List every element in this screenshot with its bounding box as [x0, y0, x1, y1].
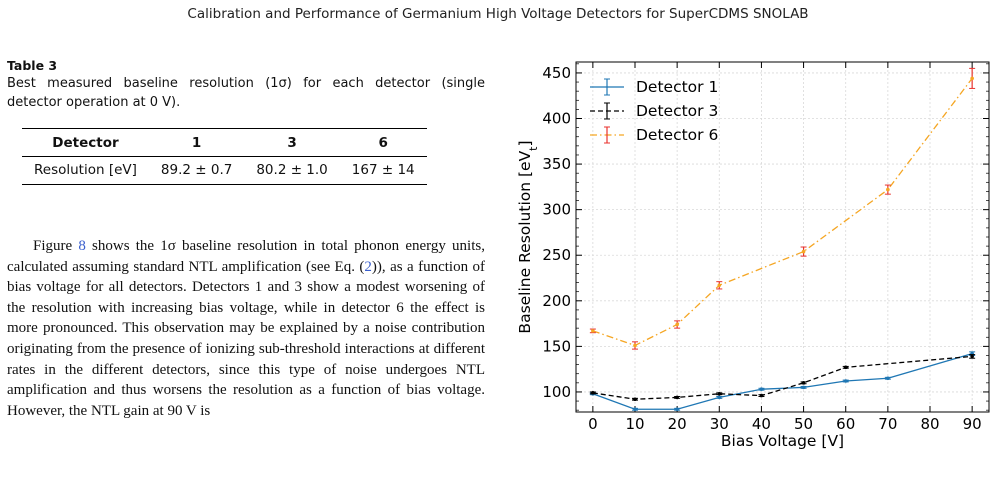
table-caption: Best measured baseline resolution (1σ) f… — [7, 76, 485, 110]
data-point — [675, 407, 679, 412]
equation-link[interactable]: 2 — [364, 258, 372, 275]
series-line — [592, 353, 973, 410]
y-axis-label: Baseline Resolution [eVt] — [516, 140, 540, 333]
legend-label: Detector 6 — [636, 126, 718, 144]
data-point — [633, 407, 637, 412]
table-cell: 80.2 ± 1.0 — [244, 156, 340, 185]
table-header-row: Detector 1 3 6 — [22, 128, 427, 157]
table-header-cell: Detector — [22, 128, 149, 157]
data-point — [675, 322, 679, 327]
data-point — [675, 395, 679, 400]
y-tick-label: 400 — [542, 110, 571, 128]
data-point — [717, 395, 722, 400]
table-header-cell: 1 — [148, 128, 245, 157]
y-tick-label: 300 — [542, 201, 571, 219]
paragraph-text: Figure — [33, 238, 79, 254]
x-tick-label: 50 — [794, 415, 813, 433]
table-label: Table 3 — [7, 58, 58, 73]
data-point — [759, 393, 764, 398]
legend-label: Detector 1 — [636, 78, 718, 96]
table-cell: 167 ± 14 — [339, 156, 427, 185]
table-header-cell: 3 — [244, 128, 340, 157]
y-tick-label: 150 — [542, 337, 571, 355]
paragraph-text: shows the 1σ baseline resolution in tota… — [7, 238, 485, 275]
data-point — [886, 187, 890, 192]
data-point — [801, 385, 806, 390]
data-point — [970, 354, 974, 359]
x-tick-label: 20 — [668, 415, 687, 433]
x-axis-label: Bias Voltage [V] — [721, 432, 844, 450]
x-tick-label: 0 — [588, 415, 598, 433]
data-point — [886, 376, 890, 381]
body-paragraph: Figure 8 shows the 1σ baseline resolutio… — [7, 236, 485, 421]
data-point — [759, 387, 764, 392]
y-tick-label: 450 — [542, 64, 571, 82]
legend-label: Detector 3 — [636, 102, 718, 120]
x-tick-label: 30 — [710, 415, 729, 433]
series-line — [592, 355, 973, 400]
y-tick-label: 350 — [542, 155, 571, 173]
x-tick-label: 10 — [625, 415, 644, 433]
x-tick-label: 70 — [878, 415, 897, 433]
data-point — [717, 391, 722, 396]
resolution-table: Detector 1 3 6 Resolution [eV] 89.2 ± 0.… — [22, 128, 427, 185]
resolution-vs-bias-chart: 0 10 20 30 40 50 60 70 80 90 100 150 200 250 300 350 400… — [516, 61, 990, 450]
x-tick-label: 60 — [836, 415, 855, 433]
data-point — [970, 76, 974, 81]
data-point — [717, 283, 722, 288]
y-tick-label: 250 — [542, 246, 571, 264]
table-row: Resolution [eV] 89.2 ± 0.7 80.2 ± 1.0 16… — [22, 156, 427, 185]
table-cell: Resolution [eV] — [22, 156, 149, 185]
paragraph-text: )), as a function of bias voltage for al… — [7, 258, 485, 419]
data-point — [801, 249, 806, 254]
y-tick-label: 100 — [542, 383, 571, 401]
data-point — [633, 397, 637, 402]
data-point — [801, 381, 806, 385]
data-point — [591, 391, 595, 395]
x-tick-label: 80 — [920, 415, 939, 433]
table-cell: 89.2 ± 0.7 — [148, 156, 245, 185]
running-header: Calibration and Performance of Germanium… — [187, 6, 809, 22]
x-tick-label: 40 — [752, 415, 771, 433]
data-point — [591, 329, 595, 333]
data-point — [843, 365, 848, 370]
table-header-cell: 6 — [339, 128, 427, 157]
data-point — [843, 379, 848, 383]
figure-link[interactable]: 8 — [78, 238, 86, 254]
data-point — [633, 343, 637, 348]
y-tick-label: 200 — [542, 292, 571, 310]
x-tick-label: 90 — [963, 415, 982, 433]
